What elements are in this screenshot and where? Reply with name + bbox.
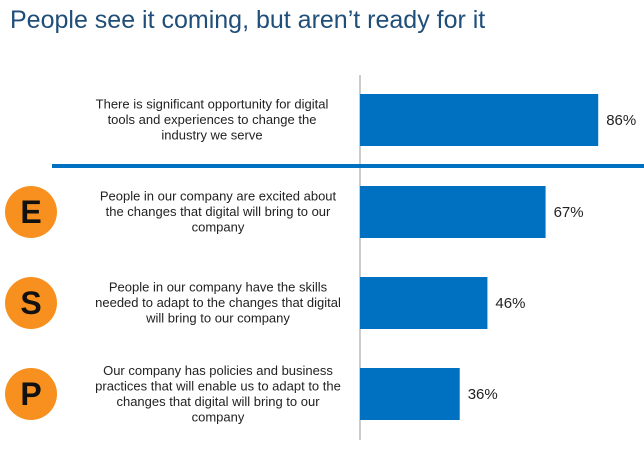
page-title: People see it coming, but aren’t ready f… (10, 6, 486, 34)
category-label: the changes that digital will bring to o… (106, 204, 331, 219)
category-label: People in our company have the skills (109, 280, 328, 295)
category-label: tools and experiences to change the (108, 112, 317, 127)
category-label: company (192, 220, 245, 235)
data-label: 67% (554, 204, 584, 221)
category-label: changes that digital will bring to our (116, 394, 320, 409)
category-label: People in our company are excited about (100, 189, 337, 204)
category-label: There is significant opportunity for dig… (96, 97, 329, 112)
category-label: will bring to our company (145, 311, 290, 326)
data-label: 86% (606, 112, 636, 129)
bar (360, 368, 460, 420)
badge-circle (5, 277, 57, 329)
badge-letter: E (20, 194, 41, 230)
category-label: Our company has policies and business (103, 363, 333, 378)
bar (360, 186, 546, 238)
badge-letter: P (20, 376, 41, 412)
category-label: practices that will enable us to adapt t… (95, 378, 341, 393)
badge-circle (5, 368, 57, 420)
bar (360, 277, 488, 329)
badge-circle (5, 186, 57, 238)
category-label: needed to adapt to the changes that digi… (95, 295, 341, 310)
data-label: 36% (468, 386, 498, 403)
category-label: company (192, 409, 245, 424)
bar (360, 94, 599, 146)
data-label: 46% (495, 295, 525, 312)
badge-letter: S (20, 285, 41, 321)
category-label: industry we serve (161, 128, 262, 143)
